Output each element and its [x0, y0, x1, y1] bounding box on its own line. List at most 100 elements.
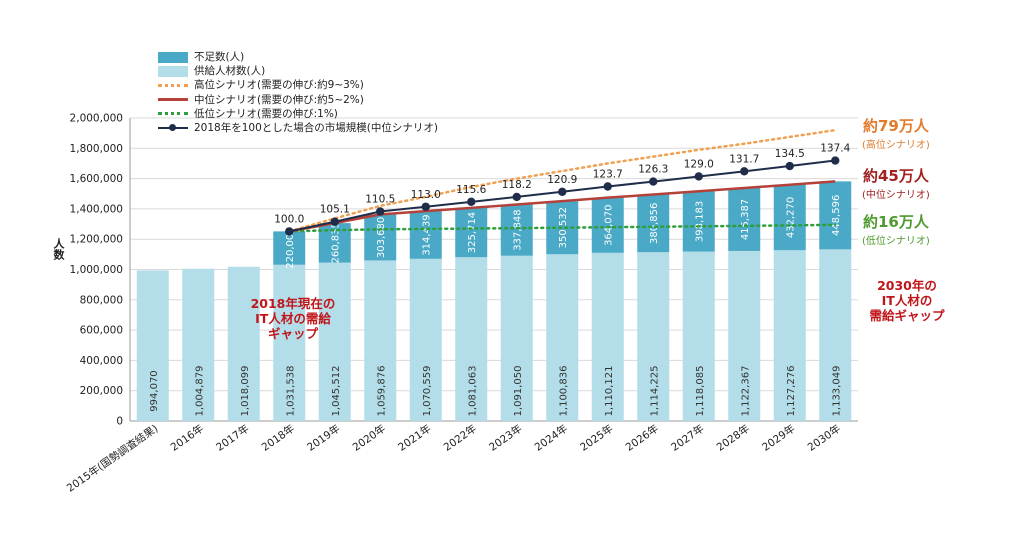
annotation-low-value: 約16万人 — [862, 213, 929, 231]
legend-item-supply: 供給人材数(人) — [158, 64, 438, 78]
supply-bar — [318, 262, 351, 421]
legend-swatch-high — [158, 83, 188, 87]
supply-bar — [273, 264, 306, 421]
annotation-low: 約16万人 (低位シナリオ) — [862, 211, 930, 247]
legend-label: 中位シナリオ(需要の伸び:約5~2%) — [194, 93, 364, 106]
shortage-bar — [819, 181, 852, 250]
shortage-value-label: 415,387 — [740, 199, 751, 240]
y-tick-label: 1,200,000 — [70, 234, 123, 246]
y-tick-label: 200,000 — [80, 385, 123, 397]
market-index-point — [831, 156, 840, 165]
annotation-low-scenario: (低位シナリオ) — [862, 236, 930, 247]
shortage-value-label: 350,532 — [558, 207, 569, 248]
shortage-value-label: 448,596 — [831, 195, 842, 236]
market-index-point — [694, 172, 703, 181]
x-tick-label: 2025年 — [578, 422, 616, 454]
annotation-high: 約79万人 (高位シナリオ) — [862, 115, 930, 151]
market-index-label: 137.4 — [820, 143, 850, 155]
y-axis-label: 人数 — [52, 238, 65, 260]
supply-bar — [364, 260, 397, 421]
shortage-value-label: 380,856 — [649, 203, 660, 244]
shortage-value-label: 364,070 — [604, 205, 615, 246]
gap-note-line: IT人材の需給 — [255, 311, 331, 326]
x-tick-label: 2026年 — [623, 422, 661, 454]
legend-item-high: 高位シナリオ(需要の伸び:約9~3%) — [158, 78, 438, 92]
market-index-label: 120.9 — [547, 174, 577, 186]
shortage-bar — [409, 211, 442, 259]
high-scenario-line — [288, 128, 837, 233]
supply-value-label: 1,133,049 — [831, 366, 842, 417]
legend-label: 不足数(人) — [194, 51, 245, 63]
market-index-label: 100.0 — [274, 213, 304, 225]
x-tick-label: 2024年 — [532, 422, 570, 454]
shortage-value-label: 314,439 — [422, 214, 433, 255]
supply-value-label: 1,110,121 — [604, 366, 615, 417]
legend-label: 供給人材数(人) — [194, 65, 266, 78]
supply-value-label: 1,018,099 — [240, 366, 251, 417]
annotation-high-scenario: (高位シナリオ) — [862, 140, 930, 151]
y-tick-label: 1,600,000 — [70, 173, 123, 185]
x-tick-label: 2021年 — [396, 422, 434, 454]
supply-bar — [728, 250, 761, 421]
legend-swatch-shortage — [158, 51, 188, 63]
market-index-point — [785, 161, 794, 171]
supply-value-label: 1,070,559 — [422, 366, 433, 417]
annotation-mid-scenario: (中位シナリオ) — [862, 190, 930, 201]
supply-bar — [182, 268, 215, 421]
y-tick-label: 1,800,000 — [70, 143, 123, 155]
legend-swatch-low — [158, 112, 188, 116]
market-index-label: 110.5 — [365, 194, 395, 206]
supply-value-label: 1,004,879 — [194, 366, 205, 417]
shortage-bar — [591, 197, 624, 253]
shortage-bar — [773, 184, 806, 251]
legend-item-mid: 中位シナリオ(需要の伸び:約5~2%) — [158, 93, 438, 107]
shortage-bar — [364, 214, 397, 261]
shortage-value-label: 398,183 — [695, 201, 706, 242]
supply-bar — [455, 257, 488, 421]
shortage-value-label: 337,848 — [513, 209, 524, 250]
gap-note-2030: 2030年の IT人材の 需給ギャップ — [852, 278, 962, 323]
chart-legend: 不足数(人) 供給人材数(人) 高位シナリオ(需要の伸び:約9~3%) 中位シナ… — [158, 50, 438, 135]
gap-note-line: IT人材の — [881, 293, 933, 308]
legend-item-shortage: 不足数(人) — [158, 50, 438, 64]
supply-value-label: 1,100,836 — [558, 366, 569, 417]
x-tick-label: 2015年(国勢調査結果) — [64, 422, 160, 495]
market-index-label: 126.3 — [638, 164, 668, 176]
supply-bar — [227, 266, 260, 421]
supply-bar — [591, 252, 624, 421]
supply-bar — [546, 254, 579, 421]
annotation-mid-value: 約45万人 — [862, 167, 929, 185]
supply-value-label: 1,059,876 — [376, 366, 387, 417]
x-tick-label: 2029年 — [760, 422, 798, 454]
y-tick-label: 2,000,000 — [70, 113, 123, 125]
supply-value-label: 1,031,538 — [285, 366, 296, 417]
supply-value-label: 1,081,063 — [467, 366, 478, 417]
supply-value-label: 1,118,085 — [695, 366, 706, 417]
supply-bar — [409, 258, 442, 421]
y-tick-label: 600,000 — [80, 325, 123, 337]
supply-value-label: 1,122,367 — [740, 366, 751, 417]
shortage-bar — [273, 231, 306, 265]
x-tick-label: 2019年 — [305, 422, 343, 454]
gap-note-line: 2030年の — [877, 278, 937, 293]
x-tick-label: 2018年 — [259, 422, 297, 454]
gap-note-line: 需給ギャップ — [869, 308, 945, 323]
supply-bar — [500, 255, 533, 421]
market-index-point — [285, 227, 294, 236]
market-index-point — [421, 202, 430, 211]
annotation-high-value: 約79万人 — [862, 117, 929, 135]
x-tick-label: 2023年 — [487, 422, 525, 454]
y-tick-label: 1,400,000 — [70, 203, 123, 215]
shortage-value-label: 303,680 — [376, 217, 387, 258]
annotation-mid: 約45万人 (中位シナリオ) — [862, 165, 930, 201]
shortage-bar — [728, 188, 761, 251]
legend-item-market: 2018年を100とした場合の市場規模(中位シナリオ) — [158, 121, 438, 135]
x-tick-label: 2028年 — [714, 422, 752, 454]
supply-value-label: 1,127,276 — [786, 366, 797, 417]
market-index-label: 131.7 — [729, 153, 759, 165]
legend-swatch-supply — [158, 65, 188, 77]
legend-item-low: 低位シナリオ(需要の伸び:1%) — [158, 107, 438, 121]
shortage-value-label: 432,270 — [786, 197, 797, 238]
legend-swatch-market — [158, 124, 188, 132]
